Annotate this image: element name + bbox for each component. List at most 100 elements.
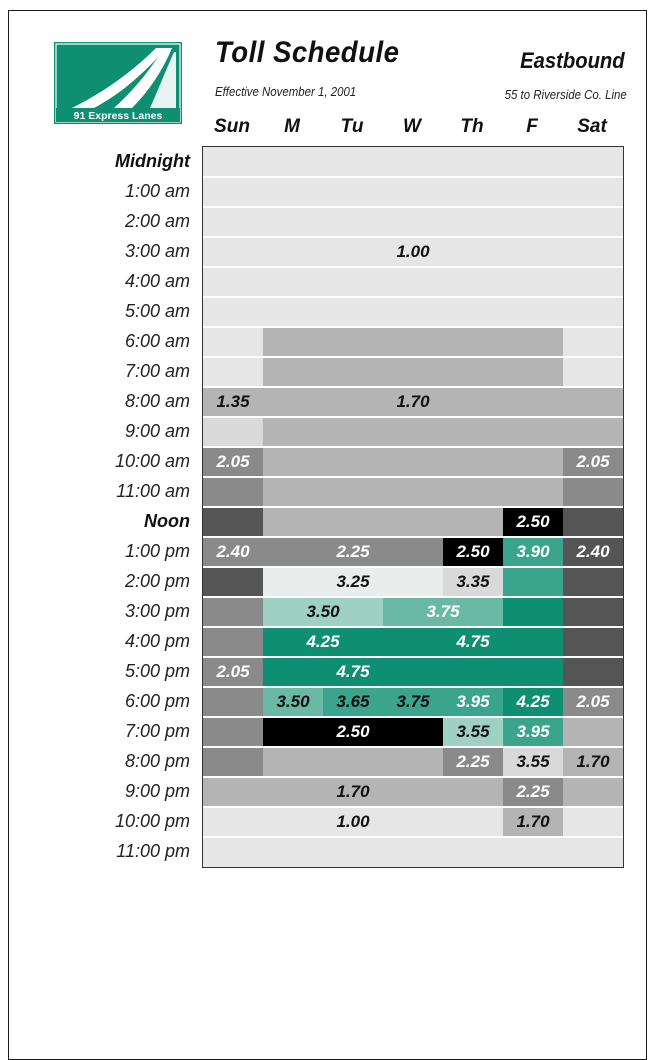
rate-block [503, 777, 563, 807]
rate-block [503, 747, 563, 777]
hour-divider [203, 686, 623, 688]
time-label: 4:00 pm [124, 631, 190, 651]
toll-rate-value: 4.25 [306, 632, 340, 651]
toll-rate-value: 2.40 [576, 542, 610, 561]
rate-block [263, 537, 443, 567]
toll-rate-value: 2.50 [456, 542, 490, 561]
day-header-row: Sun M Tu W Th F Sat [202, 116, 622, 146]
hour-divider [203, 566, 623, 568]
rate-block [443, 567, 503, 597]
rate-block [203, 567, 263, 597]
toll-rate-value: 1.70 [576, 752, 610, 771]
time-label: 3:00 pm [124, 601, 190, 621]
day-header: Th [460, 116, 484, 137]
rate-block [563, 567, 623, 597]
rate-block [503, 717, 563, 747]
time-label: 6:00 pm [124, 691, 190, 711]
rate-block [203, 627, 263, 657]
toll-rate-value: 2.05 [576, 452, 610, 471]
time-label: 8:00 pm [124, 751, 190, 771]
hour-divider [203, 506, 623, 508]
rate-block [563, 627, 623, 657]
hour-divider [203, 416, 623, 418]
rate-block [203, 687, 263, 717]
day-header: Sat [577, 116, 607, 137]
rate-block [503, 807, 563, 837]
hour-divider [203, 206, 623, 208]
rate-block [203, 537, 263, 567]
effective-date: Effective November 1, 2001 [215, 84, 357, 99]
hour-divider [203, 446, 623, 448]
rate-block [263, 687, 323, 717]
time-label: 3:00 am [124, 241, 190, 261]
rate-block [443, 717, 503, 747]
rate-block [563, 717, 623, 747]
rate-block [263, 567, 443, 597]
rate-block [563, 687, 623, 717]
hour-divider [203, 656, 623, 658]
rate-block [263, 627, 563, 657]
toll-rate-value: 3.50 [306, 602, 340, 621]
time-label: 7:00 pm [124, 721, 190, 741]
rate-block [443, 537, 503, 567]
toll-rate-value: 3.90 [516, 542, 550, 561]
hour-divider [203, 236, 623, 238]
day-header: M [284, 116, 300, 137]
rate-block [563, 597, 623, 627]
day-header: Tu [340, 116, 364, 137]
toll-rate-value: 3.55 [456, 722, 490, 741]
toll-rate-value: 1.70 [396, 392, 430, 411]
rate-block [263, 717, 443, 747]
toll-rate-value: 3.25 [336, 572, 370, 591]
time-label: 5:00 pm [124, 661, 190, 681]
hour-divider [203, 386, 623, 388]
hour-divider [203, 746, 623, 748]
toll-rate-value: 3.65 [336, 692, 370, 711]
rate-block [203, 507, 263, 537]
time-label: 8:00 am [124, 391, 190, 411]
toll-rate-value: 1.70 [516, 812, 550, 831]
hour-divider [203, 176, 623, 178]
logo-text: 91 Express Lanes [74, 110, 163, 122]
rate-block [563, 507, 623, 537]
toll-rate-value: 2.25 [456, 752, 490, 771]
toll-rate-value: 3.75 [426, 602, 460, 621]
time-label: 11:00 pm [116, 841, 190, 861]
toll-rate-value: 3.95 [456, 692, 490, 711]
time-label: 10:00 am [114, 451, 190, 471]
toll-rate-value: 1.00 [336, 812, 370, 831]
rate-block [203, 597, 263, 627]
toll-schedule-page: { "logo": { "text": "91 Express Lanes", … [8, 10, 647, 1060]
time-label: 1:00 am [124, 181, 190, 201]
rate-block [563, 657, 623, 687]
rate-block [323, 687, 443, 717]
rate-block [203, 477, 263, 507]
route-segment: 55 to Riverside Co. Line [504, 87, 627, 102]
hour-divider [203, 716, 623, 718]
time-label: 2:00 pm [124, 571, 190, 591]
rate-block [203, 417, 263, 447]
time-label: 1:00 pm [124, 541, 190, 561]
rate-block [383, 597, 503, 627]
toll-rate-value: 2.50 [516, 512, 550, 531]
rate-block [503, 687, 563, 717]
rate-block [443, 747, 503, 777]
time-label: 2:00 am [124, 211, 190, 231]
rate-block [203, 717, 263, 747]
toll-rate-value: 2.05 [216, 662, 250, 681]
toll-rate-value: 3.35 [456, 572, 490, 591]
toll-rate-value: 3.50 [276, 692, 310, 711]
toll-rate-value: 4.75 [336, 662, 370, 681]
hour-divider [203, 266, 623, 268]
toll-rate-value: 2.50 [336, 722, 370, 741]
highway-lanes-icon: 91 Express Lanes [54, 42, 182, 124]
rate-block [503, 507, 563, 537]
rate-block [263, 657, 563, 687]
rate-block [443, 687, 503, 717]
toll-rate-value: 2.05 [216, 452, 250, 471]
hour-divider [203, 476, 623, 478]
rate-block [203, 657, 263, 687]
toll-rate-value: 1.70 [336, 782, 370, 801]
toll-rate-value: 1.35 [216, 392, 250, 411]
toll-rate-value: 2.40 [216, 542, 250, 561]
